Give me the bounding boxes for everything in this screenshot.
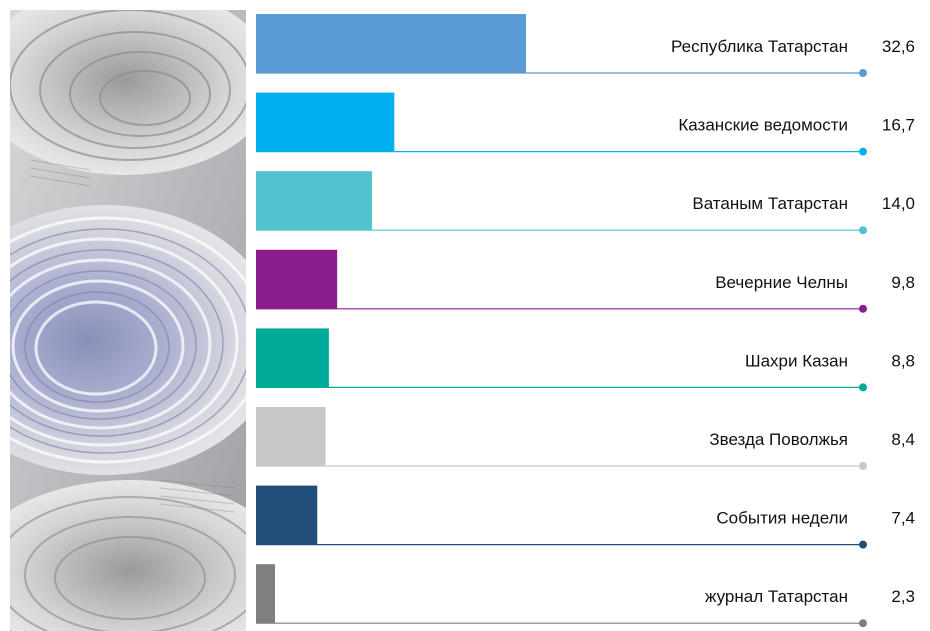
bar-7 — [256, 485, 318, 545]
value-label: 7,4 — [891, 509, 915, 528]
newspaper-rolls-icon — [10, 10, 246, 631]
category-label: Вечерние Челны — [715, 273, 848, 292]
category-label: Звезда Поволжья — [709, 430, 848, 449]
value-label: 14,0 — [882, 194, 915, 213]
value-label: 2,3 — [891, 587, 915, 606]
value-label: 16,7 — [882, 116, 915, 135]
leader-dot-2 — [859, 147, 867, 156]
leader-dot-1 — [859, 69, 867, 77]
leader-dot-7 — [859, 540, 867, 549]
bar-2 — [256, 92, 395, 152]
leader-dot-4 — [859, 304, 867, 313]
bar-3 — [256, 171, 372, 231]
newspaper-photo — [10, 10, 246, 631]
bar-4 — [256, 249, 338, 309]
value-label: 9,8 — [891, 273, 915, 292]
leader-dot-5 — [859, 383, 867, 392]
category-label: Шахри Казан — [745, 351, 848, 370]
value-label: 8,4 — [891, 430, 915, 449]
value-label: 32,6 — [882, 37, 915, 56]
bar-1 — [256, 14, 526, 73]
leader-dot-3 — [859, 226, 867, 235]
bar-8 — [256, 564, 276, 624]
bar-6 — [256, 407, 326, 466]
category-label: События недели — [716, 509, 848, 528]
category-label: журнал Татарстан — [705, 587, 848, 606]
value-label: 8,8 — [891, 351, 915, 370]
leader-dot-8 — [859, 619, 867, 628]
category-label: Республика Татарстан — [671, 37, 848, 56]
leader-dot-6 — [859, 462, 867, 470]
bar-5 — [256, 328, 329, 388]
category-label: Казанские ведомости — [678, 116, 848, 135]
category-label: Ватаным Татарстан — [692, 194, 848, 213]
